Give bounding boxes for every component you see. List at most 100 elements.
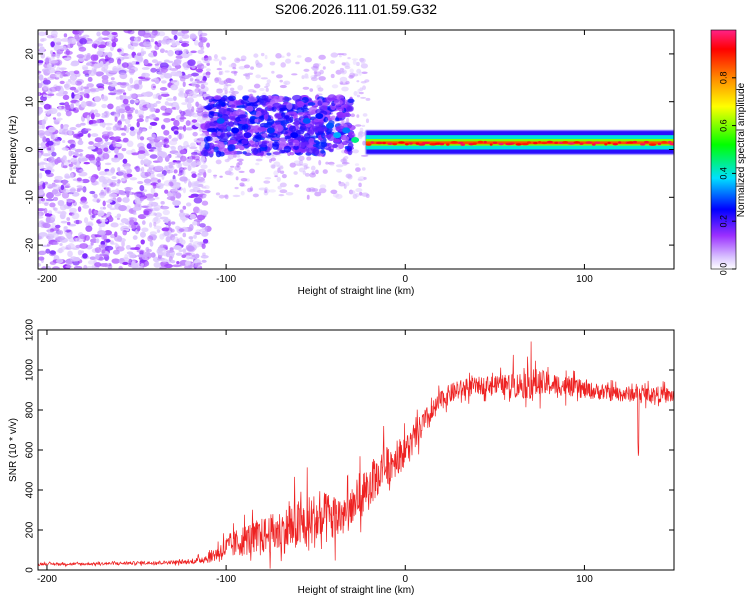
noise-blob <box>135 266 143 269</box>
noise-blob <box>64 175 72 179</box>
noise-blob <box>58 230 64 235</box>
signal-blob <box>286 102 293 110</box>
signal-blob <box>272 141 280 147</box>
noise-blob <box>306 187 312 193</box>
noise-blob <box>80 122 86 126</box>
noise-blob <box>80 101 87 108</box>
noise-blob <box>38 232 48 237</box>
noise-blob <box>74 34 80 40</box>
noise-blob <box>338 181 346 187</box>
signal-blob <box>228 116 237 120</box>
signal-blob <box>267 132 278 138</box>
noise-blob <box>141 67 150 70</box>
signal-blob <box>291 94 302 102</box>
noise-blob <box>38 151 42 159</box>
noise-blob <box>264 176 272 180</box>
signal-blob <box>293 112 298 120</box>
noise-blob <box>181 102 188 105</box>
noise-blob <box>205 68 211 72</box>
signal-blob <box>348 131 355 138</box>
noise-blob <box>129 126 135 131</box>
noise-blob <box>61 191 70 199</box>
noise-blob <box>359 87 363 92</box>
noise-blob <box>240 190 245 196</box>
noise-blob <box>68 129 73 136</box>
noise-blob <box>220 56 226 60</box>
signal-blob <box>272 151 281 155</box>
noise-blob <box>149 146 157 150</box>
band-fleck <box>365 143 372 146</box>
noise-blob <box>171 188 176 195</box>
noise-blob <box>317 87 324 92</box>
noise-blob <box>133 221 138 226</box>
noise-blob <box>196 190 205 193</box>
noise-blob <box>196 214 206 221</box>
noise-blob <box>339 76 348 83</box>
signal-blob <box>292 145 300 150</box>
noise-blob <box>54 210 62 213</box>
noise-blob <box>276 74 283 79</box>
noise-blob <box>202 159 207 164</box>
x-tick-label: -200 <box>37 574 57 585</box>
noise-blob <box>43 202 49 207</box>
noise-blob <box>356 114 360 118</box>
signal-blob <box>216 131 222 137</box>
signal-blob <box>225 110 231 115</box>
noise-blob <box>51 151 57 157</box>
noise-blob <box>143 210 150 216</box>
noise-blob <box>86 54 91 60</box>
signal-blob <box>303 133 311 139</box>
noise-blob <box>106 178 112 184</box>
noise-blob <box>38 208 46 212</box>
band-fleck <box>472 142 477 145</box>
noise-blob <box>77 30 84 34</box>
noise-blob <box>43 103 51 110</box>
noise-blob <box>42 94 47 98</box>
noise-blob <box>349 190 356 195</box>
noise-blob <box>153 225 162 230</box>
noise-blob <box>238 170 245 174</box>
noise-blob <box>160 74 165 79</box>
noise-blob <box>95 253 100 260</box>
noise-blob <box>137 214 147 220</box>
noise-blob <box>361 192 369 197</box>
noise-blob <box>95 161 101 168</box>
noise-blob <box>172 200 181 206</box>
noise-blob <box>83 86 89 90</box>
noise-blob <box>301 75 305 80</box>
noise-blob <box>230 70 238 74</box>
x-tick-label: -200 <box>37 274 57 285</box>
noise-blob <box>50 53 57 58</box>
noise-blob <box>131 152 140 156</box>
noise-blob <box>46 140 54 146</box>
noise-blob <box>76 177 82 182</box>
band-fleck <box>408 142 413 145</box>
noise-blob <box>110 242 118 245</box>
noise-blob <box>154 142 160 147</box>
noise-blob <box>154 63 160 66</box>
noise-blob <box>351 58 359 61</box>
signal-blob <box>233 133 241 140</box>
noise-blob <box>91 61 98 65</box>
noise-blob <box>303 76 310 79</box>
noise-blob <box>97 44 107 49</box>
noise-blob <box>38 263 42 267</box>
noise-blob <box>318 159 322 166</box>
noise-blob <box>71 92 75 99</box>
noise-blob <box>148 114 157 120</box>
signal-blob <box>317 127 328 132</box>
noise-blob <box>56 112 62 117</box>
noise-blob <box>50 50 54 55</box>
noise-blob <box>198 144 204 150</box>
noise-blob <box>174 152 181 156</box>
noise-blob <box>138 79 143 85</box>
noise-blob <box>164 101 169 106</box>
noise-blob <box>362 113 368 117</box>
noise-blob <box>355 167 361 172</box>
noise-blob <box>132 128 139 133</box>
noise-blob <box>38 60 44 64</box>
noise-blob <box>92 142 101 148</box>
noise-blob <box>341 70 345 73</box>
noise-blob <box>121 147 127 152</box>
noise-blob <box>84 234 90 241</box>
